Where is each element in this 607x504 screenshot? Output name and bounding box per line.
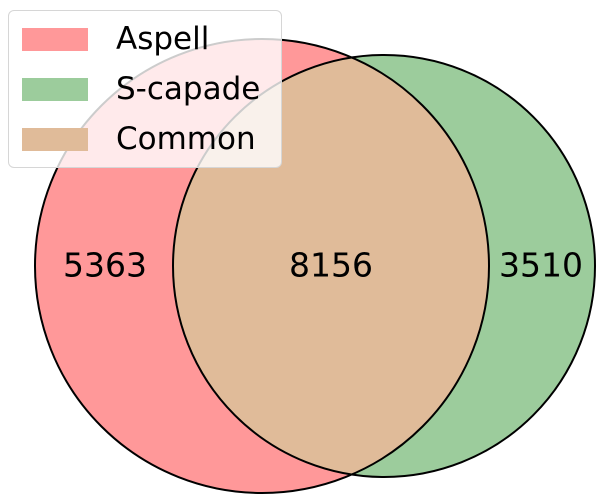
- legend-item-scapade: S-capade: [22, 68, 260, 110]
- legend-item-common: Common: [22, 118, 256, 160]
- aspell-only-count: 5363: [63, 246, 147, 285]
- legend-label-scapade: S-capade: [116, 71, 261, 107]
- legend-swatch-aspell: [22, 27, 88, 51]
- legend-label-aspell: Aspell: [116, 21, 210, 57]
- legend-label-common: Common: [116, 121, 256, 157]
- scapade-only-count: 3510: [499, 246, 583, 285]
- legend-swatch-scapade: [22, 77, 88, 101]
- legend-swatch-common: [22, 127, 88, 151]
- legend-item-aspell: Aspell: [22, 18, 209, 60]
- legend: Aspell S-capade Common: [8, 10, 282, 168]
- common-count: 8156: [289, 246, 373, 285]
- scapade-outline: [172, 54, 596, 478]
